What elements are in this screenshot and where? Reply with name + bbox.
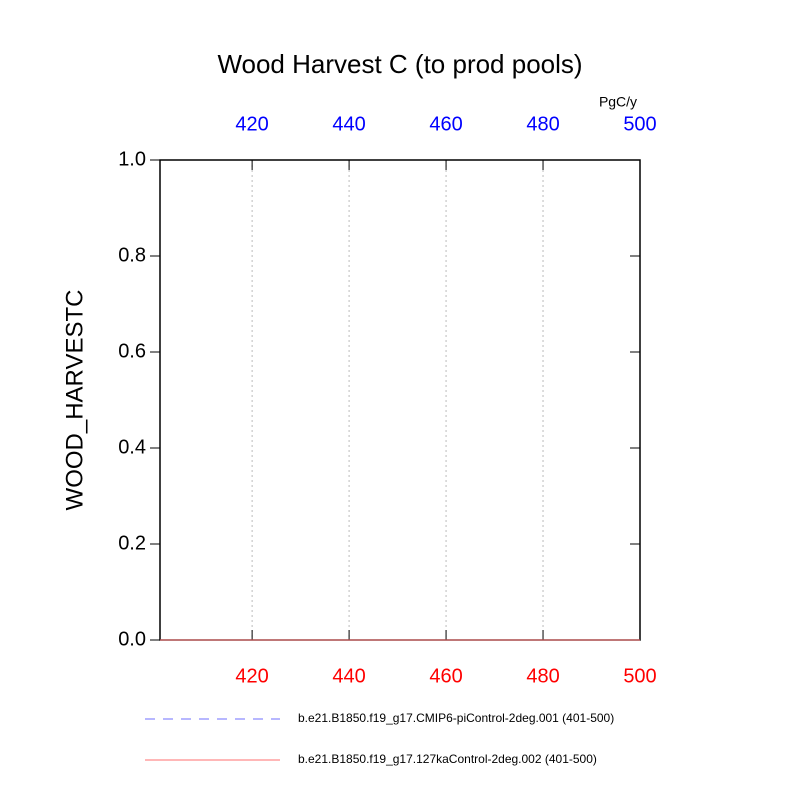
x-tick-label-top: 420 (235, 113, 268, 135)
y-tick-label: 0.8 (118, 244, 146, 266)
x-tick-label: 480 (526, 665, 559, 687)
x-tick-label-top: 480 (526, 113, 559, 135)
x-tick-label-top: 440 (332, 113, 365, 135)
x-tick-label-top: 460 (429, 113, 462, 135)
x-tick-label: 440 (332, 665, 365, 687)
x-tick-label: 500 (623, 665, 656, 687)
y-tick-label: 0.6 (118, 340, 146, 362)
x-tick-label: 420 (235, 665, 268, 687)
chart-title: Wood Harvest C (to prod pools) (217, 49, 582, 79)
y-axis-label: WOOD_HARVESTC (61, 290, 88, 511)
x-tick-label: 460 (429, 665, 462, 687)
top-axis-label: PgC/y (599, 94, 637, 110)
legend-label: b.e21.B1850.f19_g17.127kaControl-2deg.00… (298, 752, 597, 766)
y-tick-label: 0.2 (118, 532, 146, 554)
legend-label: b.e21.B1850.f19_g17.CMIP6-piControl-2deg… (298, 711, 614, 725)
y-tick-label: 0.0 (118, 628, 146, 650)
y-tick-label: 1.0 (118, 148, 146, 170)
y-tick-label: 0.4 (118, 436, 146, 458)
x-tick-label-top: 500 (623, 113, 656, 135)
